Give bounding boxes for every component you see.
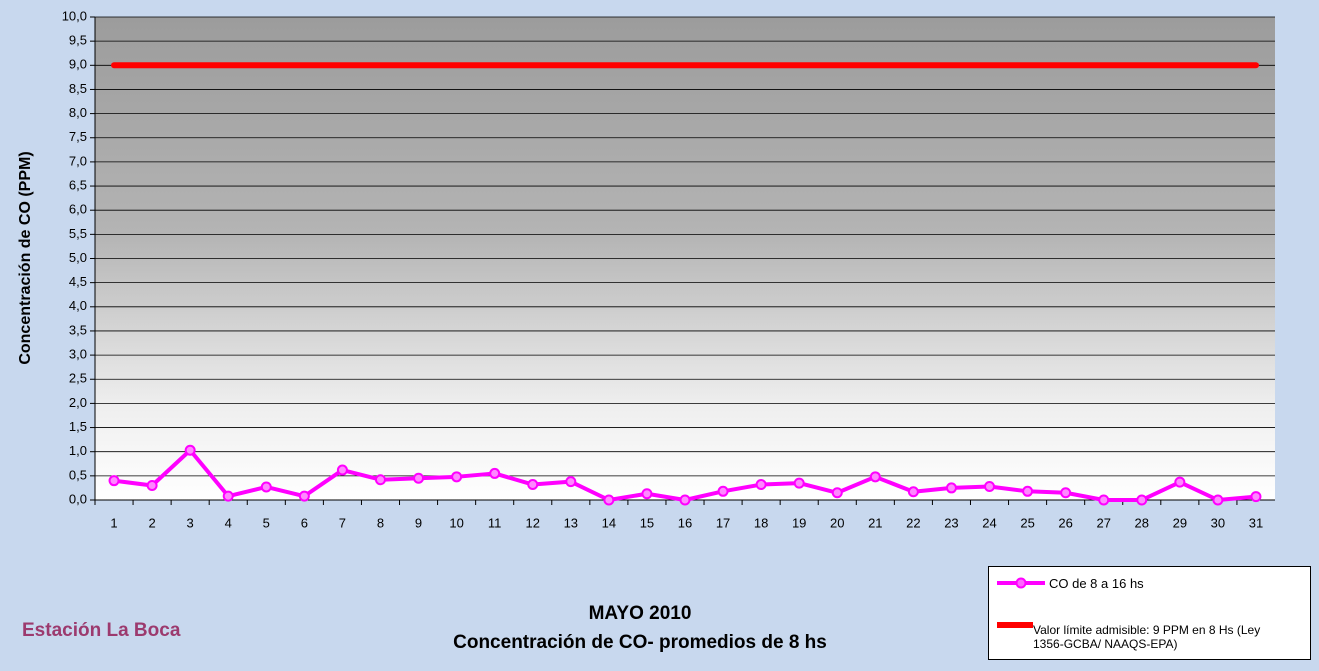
point-marker — [603, 494, 615, 506]
x-tick-label: 7 — [339, 515, 346, 530]
point-marker — [984, 480, 996, 492]
y-tick-label: 7,0 — [69, 153, 87, 168]
y-axis-label: Concentración de CO (PPM) — [17, 151, 34, 364]
point-marker — [184, 444, 196, 456]
y-tick-label: 8,0 — [69, 105, 87, 120]
x-tick-label: 8 — [377, 515, 384, 530]
point-marker — [1098, 494, 1110, 506]
y-tick-label: 8,5 — [69, 81, 87, 96]
y-tick-label: 5,5 — [69, 226, 87, 241]
point-marker — [527, 479, 539, 491]
legend-label: CO de 8 a 16 hs — [1049, 575, 1144, 591]
point-marker — [869, 471, 881, 483]
point-marker — [679, 494, 691, 506]
y-tick-label: 3,5 — [69, 322, 87, 337]
x-tick-label: 14 — [602, 515, 616, 530]
point-marker — [945, 482, 957, 494]
annotation: Estación La Boca — [22, 620, 181, 641]
x-tick-label: 22 — [906, 515, 920, 530]
x-tick-label: 27 — [1096, 515, 1110, 530]
legend-item: CO de 8 a 16 hs — [997, 573, 1144, 593]
x-tick-label: 2 — [148, 515, 155, 530]
point-marker — [374, 474, 386, 486]
legend-swatch — [997, 622, 1033, 628]
x-tick-label: 5 — [263, 515, 270, 530]
legend-label: Valor límite admisible: 9 PPM en 8 Hs (L… — [1033, 623, 1261, 651]
x-tick-label: 16 — [678, 515, 692, 530]
point-marker — [755, 479, 767, 491]
x-tick-label: 18 — [754, 515, 768, 530]
x-tick-label: 1 — [110, 515, 117, 530]
legend-swatch — [997, 577, 1045, 589]
y-tick-label: 9,0 — [69, 57, 87, 72]
y-tick-label: 10,0 — [62, 8, 87, 23]
y-tick-label: 2,5 — [69, 371, 87, 386]
chart-title: MAYO 2010 — [589, 603, 692, 624]
x-tick-label: 15 — [640, 515, 654, 530]
y-tick-label: 1,5 — [69, 419, 87, 434]
point-marker — [260, 481, 272, 493]
x-tick-label: 12 — [526, 515, 540, 530]
y-tick-label: 4,0 — [69, 298, 87, 313]
y-tick-label: 7,5 — [69, 129, 87, 144]
point-marker — [793, 477, 805, 489]
x-tick-label: 13 — [564, 515, 578, 530]
y-tick-label: 3,0 — [69, 347, 87, 362]
point-marker — [413, 472, 425, 484]
x-tick-label: 25 — [1020, 515, 1034, 530]
x-tick-label: 28 — [1135, 515, 1149, 530]
x-tick-label: 26 — [1058, 515, 1072, 530]
point-marker — [222, 490, 234, 502]
x-tick-label: 24 — [982, 515, 996, 530]
y-tick-label: 0,0 — [69, 491, 87, 506]
y-tick-label: 6,0 — [69, 202, 87, 217]
point-marker — [1174, 476, 1186, 488]
point-marker — [907, 486, 919, 498]
point-marker — [451, 471, 463, 483]
point-marker — [108, 475, 120, 487]
x-tick-label: 23 — [944, 515, 958, 530]
chart-subtitle: Concentración de CO- promedios de 8 hs — [453, 632, 827, 653]
x-tick-label: 10 — [449, 515, 463, 530]
y-tick-label: 2,0 — [69, 395, 87, 410]
y-tick-label: 5,0 — [69, 250, 87, 265]
legend: CO de 8 a 16 hs Valor límite admisible: … — [988, 566, 1311, 660]
x-tick-label: 19 — [792, 515, 806, 530]
point-marker — [717, 485, 729, 497]
y-tick-label: 0,5 — [69, 467, 87, 482]
x-tick-label: 11 — [488, 515, 502, 530]
x-tick-label: 31 — [1249, 515, 1263, 530]
y-tick-label: 1,0 — [69, 443, 87, 458]
point-marker — [831, 487, 843, 499]
point-marker — [1022, 485, 1034, 497]
point-marker — [1250, 491, 1262, 503]
x-tick-label: 17 — [716, 515, 730, 530]
point-marker — [298, 490, 310, 502]
x-tick-label: 20 — [830, 515, 844, 530]
legend-item: Valor límite admisible: 9 PPM en 8 Hs (L… — [997, 619, 1273, 651]
y-tick-label: 4,5 — [69, 274, 87, 289]
point-marker — [641, 488, 653, 500]
point-marker — [336, 464, 348, 476]
point-marker — [1136, 494, 1148, 506]
x-tick-label: 30 — [1211, 515, 1225, 530]
point-marker — [1212, 494, 1224, 506]
point-marker — [146, 480, 158, 492]
x-tick-label: 6 — [301, 515, 308, 530]
point-marker — [1060, 487, 1072, 499]
x-tick-label: 4 — [225, 515, 232, 530]
x-tick-label: 9 — [415, 515, 422, 530]
x-tick-label: 29 — [1173, 515, 1187, 530]
x-tick-label: 3 — [187, 515, 194, 530]
point-marker — [489, 467, 501, 479]
x-tick-label: 21 — [868, 515, 882, 530]
y-tick-label: 9,5 — [69, 33, 87, 48]
y-tick-label: 6,5 — [69, 177, 87, 192]
point-marker — [565, 476, 577, 488]
